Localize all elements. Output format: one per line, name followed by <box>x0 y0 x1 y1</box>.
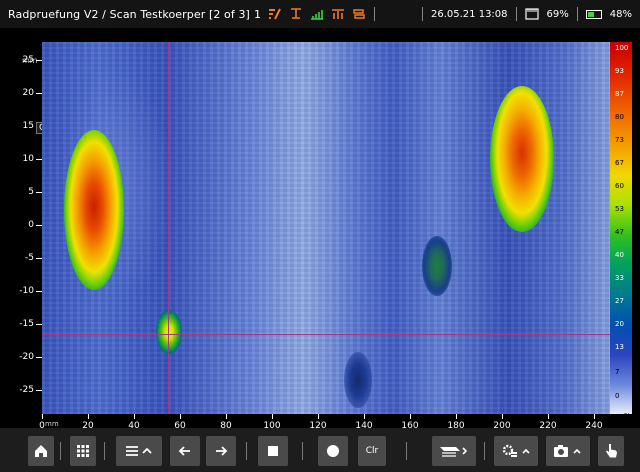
y-tick: -5 <box>0 253 42 268</box>
x-axis: mm 0 20 40 60 80 100 120 140 160 180 200… <box>39 414 610 434</box>
stop-icon <box>268 446 278 456</box>
cursor-horizontal[interactable] <box>42 334 610 335</box>
signal-bars-icon[interactable] <box>310 8 324 20</box>
cscan-view[interactable]: mm 25 20 15 10 5 0 -5 -10 -15 -20 -25 G1… <box>0 28 640 431</box>
colorbar-label: 27 <box>615 297 624 305</box>
scan-title: Radpruefung V2 / Scan Testkoerper [2 of … <box>8 7 250 21</box>
y-tick: -25 <box>0 385 42 400</box>
menu-button[interactable] <box>116 436 162 466</box>
colorbar-label: 67 <box>615 159 624 167</box>
hand-icon <box>606 444 617 458</box>
battery-percent: 48% <box>609 8 632 20</box>
y-tick: 25 <box>0 55 42 70</box>
record-icon <box>327 445 339 457</box>
y-tick: 5 <box>0 187 42 202</box>
gate-measure-icon[interactable] <box>331 8 345 20</box>
status-bar: Radpruefung V2 / Scan Testkoerper [2 of … <box>0 0 640 28</box>
scan-icon <box>440 447 468 457</box>
y-tick: -20 <box>0 352 42 367</box>
clear-button[interactable]: Clr <box>358 436 386 466</box>
colorbar-label: 60 <box>615 182 624 190</box>
home-icon <box>35 445 47 457</box>
stop-button[interactable] <box>258 436 288 466</box>
y-axis-unit: mm <box>22 56 38 65</box>
colorbar-label: 93 <box>615 67 624 75</box>
colorbar-label: 33 <box>615 274 624 282</box>
arrow-left-icon <box>178 446 190 456</box>
settings-button[interactable] <box>494 436 538 466</box>
channel-number: 1 <box>253 7 261 21</box>
colorbar-label: 13 <box>615 343 624 351</box>
split-icon[interactable] <box>352 8 366 20</box>
colorbar-label: 0 <box>615 392 620 400</box>
colorbar-label: 73 <box>615 136 624 144</box>
arrow-right-icon <box>216 446 228 456</box>
grid-icon <box>77 445 89 457</box>
camera-button[interactable] <box>546 436 590 466</box>
system-status: 26.05.21 13:08 69% 48% <box>422 0 632 28</box>
datetime: 26.05.21 13:08 <box>431 8 508 20</box>
indication-bottom <box>344 352 372 408</box>
memory-card-icon <box>524 8 539 20</box>
y-tick: 0 <box>0 220 42 235</box>
probe-icon[interactable] <box>289 8 303 20</box>
colorbar-unit: % <box>624 412 631 420</box>
indication-right <box>490 86 554 232</box>
settings-icon <box>502 444 530 457</box>
home-button[interactable] <box>28 436 54 466</box>
header-divider <box>373 7 375 21</box>
touch-button[interactable] <box>598 436 624 466</box>
y-axis: mm 25 20 15 10 5 0 -5 -10 -15 -20 -25 <box>0 42 42 412</box>
next-button[interactable] <box>206 436 236 466</box>
cscan-heatmap[interactable] <box>42 42 610 414</box>
colorbar-label: 7 <box>615 368 620 376</box>
colorbar-label: 100 <box>615 44 629 52</box>
memory-percent: 69% <box>546 8 569 20</box>
y-tick: -15 <box>0 319 42 334</box>
indication-mid-right <box>422 236 452 296</box>
color-scale <box>610 42 632 414</box>
colorbar-label: 80 <box>615 113 624 121</box>
menu-icon <box>126 446 152 456</box>
battery-icon <box>585 9 602 19</box>
colorbar-label: 53 <box>615 205 624 213</box>
scan-mode-button[interactable] <box>432 436 476 466</box>
colorbar-label: 20 <box>615 320 624 328</box>
indication-left <box>64 130 124 290</box>
x-axis-unit: mm <box>45 420 59 428</box>
camera-icon <box>554 445 581 457</box>
gate-slope-icon[interactable] <box>268 8 282 20</box>
indication-crosshair <box>156 310 182 354</box>
colorbar-label: 40 <box>615 251 624 259</box>
y-tick: 20 <box>0 88 42 103</box>
layout-button[interactable] <box>70 436 96 466</box>
record-button[interactable] <box>318 436 348 466</box>
cursor-vertical[interactable] <box>168 42 169 414</box>
bottom-toolbar: Clr <box>0 428 640 472</box>
y-tick: -10 <box>0 286 42 301</box>
colorbar-label: 87 <box>615 90 624 98</box>
previous-button[interactable] <box>170 436 200 466</box>
colorbar-label: 47 <box>615 228 624 236</box>
y-tick: 10 <box>0 154 42 169</box>
